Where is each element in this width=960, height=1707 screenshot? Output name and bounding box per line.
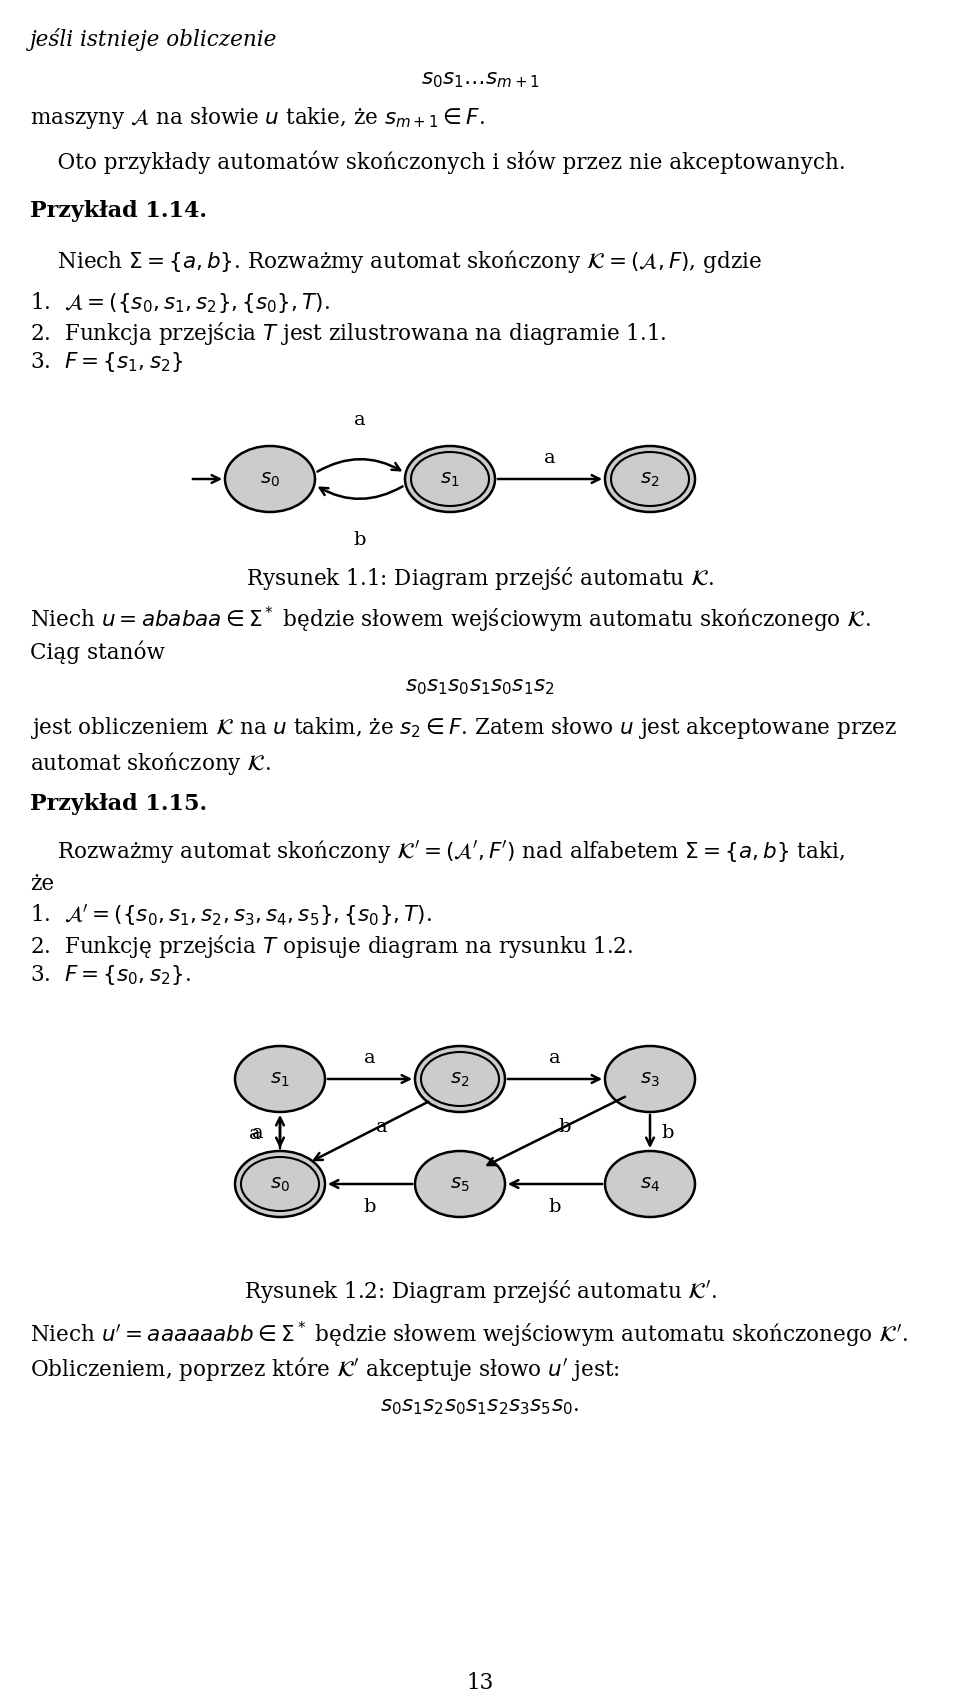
Text: Niech $\Sigma = \{a,b\}$. Rozważmy automat skończony $\mathcal{K} = (\mathcal{A}: Niech $\Sigma = \{a,b\}$. Rozważmy autom… — [30, 248, 762, 275]
Text: Oto przykłady automatów skończonych i słów przez nie akceptowanych.: Oto przykłady automatów skończonych i sł… — [30, 150, 846, 174]
Text: b: b — [353, 531, 367, 548]
Text: b: b — [549, 1197, 562, 1215]
Text: $s_4$: $s_4$ — [640, 1174, 660, 1193]
Text: $s_1$: $s_1$ — [270, 1070, 290, 1089]
Text: a: a — [549, 1048, 561, 1067]
Ellipse shape — [235, 1151, 325, 1217]
Ellipse shape — [605, 447, 695, 512]
Text: 1.  $\mathcal{A}' = (\{s_0, s_1, s_2, s_3, s_4, s_5\}, \{s_0\}, T)$.: 1. $\mathcal{A}' = (\{s_0, s_1, s_2, s_3… — [30, 903, 432, 929]
Text: $s_0$: $s_0$ — [270, 1174, 290, 1193]
Text: maszyny $\mathcal{A}$ na słowie $u$ takie, że $s_{m+1} \in F$.: maszyny $\mathcal{A}$ na słowie $u$ taki… — [30, 104, 485, 131]
Ellipse shape — [405, 447, 495, 512]
Text: 3.  $F = \{s_1, s_2\}$: 3. $F = \{s_1, s_2\}$ — [30, 350, 183, 374]
Text: $s_0s_1s_0s_1s_0s_1s_2$: $s_0s_1s_0s_1s_0s_1s_2$ — [405, 674, 555, 696]
Text: Rysunek 1.1: Diagram przejść automatu $\mathcal{K}$.: Rysunek 1.1: Diagram przejść automatu $\… — [246, 565, 714, 592]
Text: 1.  $\mathcal{A} = (\{s_0, s_1, s_2\}, \{s_0\}, T)$.: 1. $\mathcal{A} = (\{s_0, s_1, s_2\}, \{… — [30, 290, 330, 314]
Text: $s_0s_1s_2s_0s_1s_2s_3s_5s_0$.: $s_0s_1s_2s_0s_1s_2s_3s_5s_0$. — [380, 1395, 580, 1417]
Ellipse shape — [605, 1151, 695, 1217]
Ellipse shape — [415, 1046, 505, 1113]
Ellipse shape — [235, 1046, 325, 1113]
Text: że: że — [30, 872, 54, 894]
Text: $s_3$: $s_3$ — [640, 1070, 660, 1089]
Text: b: b — [661, 1123, 674, 1140]
Text: jeśli istnieje obliczenie: jeśli istnieje obliczenie — [30, 27, 277, 51]
Text: automat skończony $\mathcal{K}$.: automat skończony $\mathcal{K}$. — [30, 749, 271, 777]
Text: Rysunek 1.2: Diagram przejść automatu $\mathcal{K}'$.: Rysunek 1.2: Diagram przejść automatu $\… — [244, 1277, 716, 1304]
Text: a: a — [376, 1118, 388, 1135]
Text: 2.  Funkcja przejścia $T$ jest zilustrowana na diagramie 1.1.: 2. Funkcja przejścia $T$ jest zilustrowa… — [30, 319, 666, 347]
Text: a: a — [364, 1048, 375, 1067]
Text: 13: 13 — [467, 1671, 493, 1693]
Text: Przykład 1.14.: Przykład 1.14. — [30, 200, 207, 222]
Text: a: a — [354, 411, 366, 428]
Text: $s_1$: $s_1$ — [441, 471, 460, 488]
Text: b: b — [559, 1118, 571, 1135]
Text: 3.  $F = \{s_0, s_2\}$.: 3. $F = \{s_0, s_2\}$. — [30, 963, 191, 987]
Ellipse shape — [225, 447, 315, 512]
Text: jest obliczeniem $\mathcal{K}$ na $u$ takim, że $s_2 \in F$. Zatem słowo $u$ jes: jest obliczeniem $\mathcal{K}$ na $u$ ta… — [30, 715, 898, 741]
Text: a: a — [250, 1125, 261, 1142]
Text: $s_0s_1 \ldots s_{m+1}$: $s_0s_1 \ldots s_{m+1}$ — [420, 68, 540, 90]
Text: $s_2$: $s_2$ — [640, 471, 660, 488]
Text: a: a — [252, 1123, 264, 1140]
Text: Niech $u' = aaaaaabb \in \Sigma^*$ będzie słowem wejściowym automatu skończonego: Niech $u' = aaaaaabb \in \Sigma^*$ będzi… — [30, 1320, 908, 1350]
Text: 2.  Funkcję przejścia $T$ opisuje diagram na rysunku 1.2.: 2. Funkcję przejścia $T$ opisuje diagram… — [30, 932, 634, 959]
Ellipse shape — [415, 1151, 505, 1217]
Text: Niech $u = ababaa \in \Sigma^*$ będzie słowem wejściowym automatu skończonego $\: Niech $u = ababaa \in \Sigma^*$ będzie s… — [30, 604, 871, 635]
Text: b: b — [364, 1197, 376, 1215]
Text: Obliczeniem, poprzez które $\mathcal{K}'$ akceptuje słowo $u'$ jest:: Obliczeniem, poprzez które $\mathcal{K}'… — [30, 1354, 620, 1383]
Text: a: a — [544, 449, 556, 466]
Text: $s_0$: $s_0$ — [260, 471, 280, 488]
Text: Ciąg stanów: Ciąg stanów — [30, 640, 165, 662]
Text: Przykład 1.15.: Przykład 1.15. — [30, 792, 207, 814]
Text: $s_5$: $s_5$ — [450, 1174, 469, 1193]
Ellipse shape — [605, 1046, 695, 1113]
Text: Rozważmy automat skończony $\mathcal{K}' = (\mathcal{A}', F')$ nad alfabetem $\S: Rozważmy automat skończony $\mathcal{K}'… — [30, 838, 845, 864]
Text: $s_2$: $s_2$ — [450, 1070, 469, 1089]
